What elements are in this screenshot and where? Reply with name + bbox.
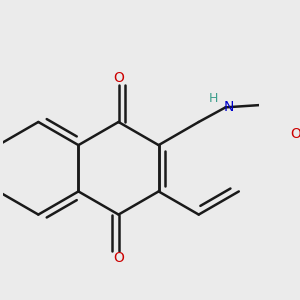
Text: O: O	[291, 127, 300, 141]
Text: H: H	[208, 92, 218, 105]
Text: N: N	[224, 100, 234, 114]
Text: O: O	[113, 71, 124, 85]
Text: O: O	[113, 251, 124, 266]
